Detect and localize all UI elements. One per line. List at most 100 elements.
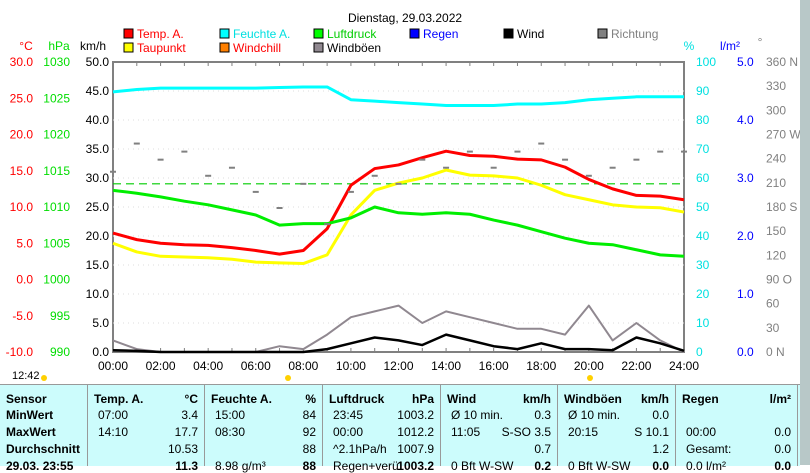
column-header: Luftdruck xyxy=(329,392,385,406)
x-tick-label: 16:00 xyxy=(479,359,509,373)
table-column: Sensor MinWert MaxWert Durchschnitt 29.03. 2… xyxy=(0,385,88,473)
table-cell: Regen+verü xyxy=(333,459,399,473)
rain-axis-unit: l/m² xyxy=(720,39,740,53)
humidity-tick-label: 80 xyxy=(696,113,710,127)
legend-swatch xyxy=(597,28,608,39)
legend-swatch xyxy=(313,28,324,39)
table-cell: ^2.1hPa/h xyxy=(333,442,387,456)
direction-tick-label: 180 S xyxy=(766,200,797,214)
statistics-table: Sensor MinWert MaxWert Durchschnitt 29.03. 2… xyxy=(0,384,800,473)
column-header: Windböen xyxy=(564,392,622,406)
window-edge xyxy=(800,0,810,465)
table-value: 92 xyxy=(302,425,316,439)
row-label: 29.03. 23:55 xyxy=(6,459,74,473)
table-value: 11.3 xyxy=(175,459,198,473)
x-tick-label: 10:00 xyxy=(336,359,366,373)
direction-point xyxy=(562,158,569,161)
table-cell: 0 Bft W-SW xyxy=(451,459,514,473)
series-luftdruck xyxy=(112,188,685,258)
table-cell: 20:15 xyxy=(568,425,599,439)
sun-icon xyxy=(41,375,47,381)
direction-point xyxy=(490,166,497,169)
wind-tick-label: 50.0 xyxy=(86,55,110,69)
direction-point xyxy=(347,190,354,193)
direction-point xyxy=(657,150,664,153)
direction-point xyxy=(110,170,116,173)
direction-point xyxy=(514,150,521,153)
humidity-tick-label: 40 xyxy=(696,229,710,243)
row-label: Durchschnitt xyxy=(6,442,81,456)
x-tick-label: 18:00 xyxy=(526,359,556,373)
chart-title: Dienstag, 29.03.2022 xyxy=(348,11,462,25)
table-value: 0.0 xyxy=(652,408,669,422)
direction-point xyxy=(181,150,188,153)
wind-tick-label: 0.0 xyxy=(92,345,109,359)
table-value: 17.7 xyxy=(174,425,198,439)
pressure-axis-unit: hPa xyxy=(48,39,70,53)
pressure-tick-label: 1020 xyxy=(43,128,70,142)
direction-point xyxy=(538,142,545,145)
pressure-tick-label: 1000 xyxy=(43,273,70,287)
wind-axis-unit: km/h xyxy=(80,39,106,53)
table-value: 0.3 xyxy=(534,408,551,422)
legend-item: Richtung xyxy=(611,27,658,41)
table-value: 0.2 xyxy=(534,459,551,473)
table-value: 1003.2 xyxy=(397,459,434,473)
column-unit: hPa xyxy=(411,392,434,406)
direction-tick-label: 0 N xyxy=(766,345,785,359)
table-cell: 00:00 xyxy=(333,425,364,439)
direction-point xyxy=(276,207,283,209)
direction-tick-label: 300 xyxy=(766,103,786,117)
direction-tick-label: 240 xyxy=(766,152,786,166)
column-unit: % xyxy=(305,392,316,406)
direction-point xyxy=(252,190,259,193)
legend-item: Taupunkt xyxy=(137,41,186,55)
humidity-tick-label: 10 xyxy=(696,316,710,330)
series-feuchte-a- xyxy=(112,85,684,107)
direction-point xyxy=(300,182,307,185)
legend-item: Regen xyxy=(423,27,458,41)
humidity-tick-label: 30 xyxy=(696,258,710,272)
direction-tick-label: 120 xyxy=(766,248,786,262)
rain-tick-label: 5.0 xyxy=(737,55,754,69)
row-label: MaxWert xyxy=(6,425,56,439)
table-cell: 11:05 xyxy=(451,425,481,439)
weather-chart: Dienstag, 29.03.2022 Temp. A. Feuchte A. Lu… xyxy=(6,11,801,381)
direction-tick-label: 30 xyxy=(766,321,780,335)
table-cell: 0.0 l/m² xyxy=(686,459,727,473)
humidity-tick-label: 50 xyxy=(696,200,710,214)
table-value: S 10.1 xyxy=(634,425,669,439)
legend-swatch xyxy=(123,28,134,39)
column-unit: l/m² xyxy=(769,392,791,406)
direction-point xyxy=(324,223,331,226)
table-cell: 08:30 xyxy=(215,425,246,439)
table-value: 10.53 xyxy=(167,442,198,456)
direction-tick-label: 90 O xyxy=(766,273,792,287)
pressure-tick-label: 1025 xyxy=(43,91,70,105)
direction-point xyxy=(133,142,140,145)
direction-tick-label: 360 N xyxy=(766,55,798,69)
table-column: Luftdruck hPa 23:45 1003.2 00:00 1012.2 ^2.1hP… xyxy=(323,385,441,473)
table-cell: 15:00 xyxy=(215,408,246,422)
table-column: Wind km/h Ø 10 min. 0.3 11:05 S-SO 3.5 0.7 0 Bf… xyxy=(441,385,558,473)
humidity-axis-unit: % xyxy=(684,39,695,53)
column-unit: km/h xyxy=(640,392,669,406)
table-value: 3.4 xyxy=(181,408,198,422)
table-value: 1003.2 xyxy=(397,408,434,422)
humidity-tick-label: 90 xyxy=(696,84,710,98)
direction-point xyxy=(157,158,164,161)
pressure-tick-label: 1030 xyxy=(43,55,70,69)
humidity-tick-label: 100 xyxy=(696,55,716,69)
rain-tick-label: 4.0 xyxy=(737,113,754,127)
wind-tick-label: 30.0 xyxy=(86,171,110,185)
table-column: Windböen km/h Ø 10 min. 0.0 20:15 S 10.1 1.2 0 … xyxy=(558,385,676,473)
row-label: MinWert xyxy=(6,408,54,422)
temp-tick-label: 25.0 xyxy=(10,91,34,105)
temp-tick-label: -10.0 xyxy=(6,345,34,359)
table-value: 1007.9 xyxy=(397,442,434,456)
rain-tick-label: 2.0 xyxy=(737,229,754,243)
direction-point xyxy=(395,182,402,185)
legend-swatch xyxy=(219,42,230,53)
pressure-tick-label: 1010 xyxy=(43,200,70,214)
temp-tick-label: 15.0 xyxy=(10,164,34,178)
